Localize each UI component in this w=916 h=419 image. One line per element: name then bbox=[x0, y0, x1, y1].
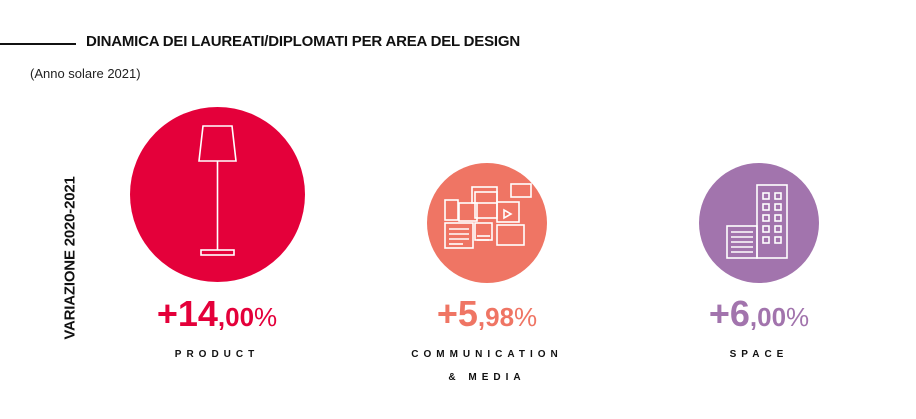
space-value-pct: % bbox=[786, 302, 810, 332]
communication-label-line2: & MEDIA bbox=[448, 372, 526, 383]
product-value-pct: % bbox=[254, 302, 278, 332]
space-label: SPACE bbox=[729, 349, 789, 360]
buildings-icon bbox=[726, 184, 788, 259]
communication-label: COMMUNICATION bbox=[411, 349, 563, 360]
communication-value: +5,98% bbox=[437, 296, 537, 332]
communication-value-int: +5 bbox=[436, 293, 478, 334]
page-title: DINAMICA DEI LAUREATI/DIPLOMATI PER AREA… bbox=[86, 33, 520, 50]
communication-value-dec: ,98 bbox=[477, 302, 515, 332]
space-value-int: +6 bbox=[708, 293, 750, 334]
communication-value-pct: % bbox=[514, 302, 538, 332]
floor-lamp-icon bbox=[198, 125, 237, 256]
product-value: +14,00% bbox=[157, 296, 277, 332]
title-rule bbox=[0, 43, 76, 45]
product-value-int: +14 bbox=[156, 293, 218, 334]
media-collage-icon bbox=[444, 183, 532, 249]
product-circle bbox=[130, 107, 305, 282]
space-circle bbox=[699, 163, 819, 283]
space-value: +6,00% bbox=[709, 296, 809, 332]
space-value-dec: ,00 bbox=[749, 302, 787, 332]
page-subtitle: (Anno solare 2021) bbox=[30, 66, 141, 81]
product-value-dec: ,00 bbox=[217, 302, 255, 332]
vertical-label: VARIAZIONE 2020-2021 bbox=[61, 176, 79, 340]
communication-circle bbox=[427, 163, 547, 283]
product-label: PRODUCT bbox=[174, 349, 260, 360]
